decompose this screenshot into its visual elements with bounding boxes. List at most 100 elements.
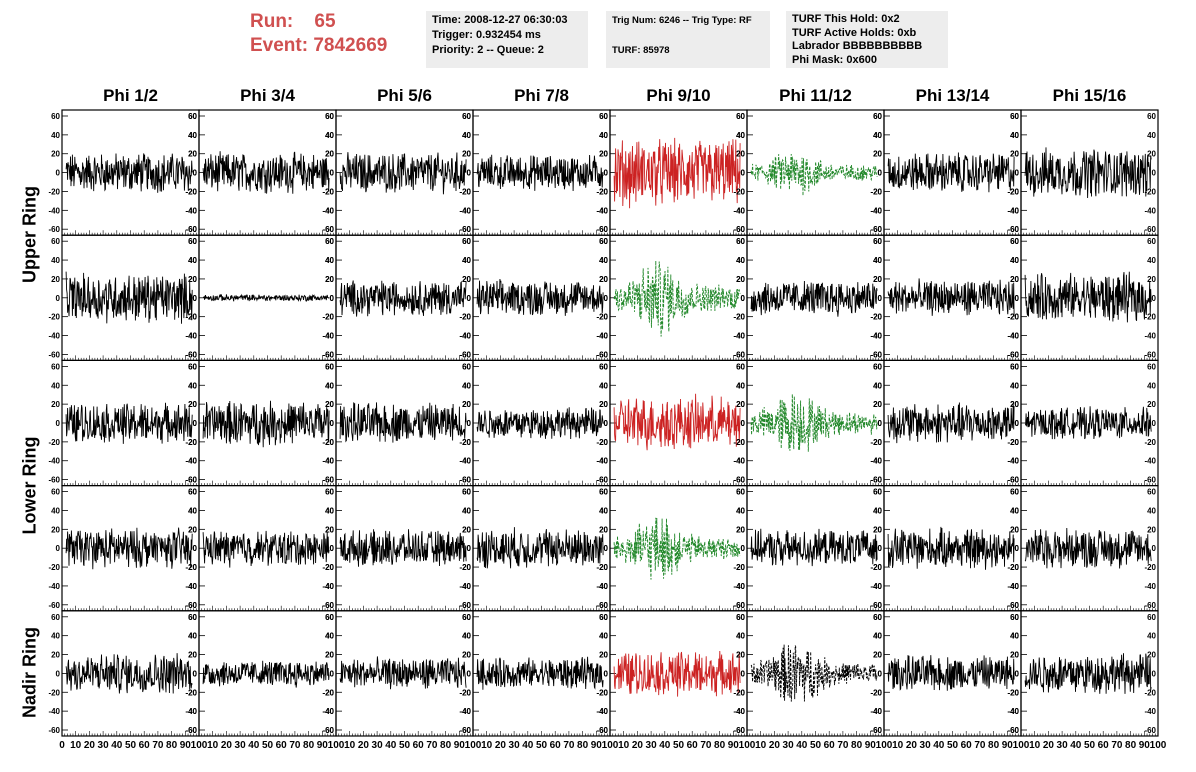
y-tick-label: 60 — [462, 362, 471, 371]
y-tick-label: 20 — [51, 275, 60, 284]
y-tick-label-right: 0 — [330, 419, 335, 428]
y-tick-label: -60 — [48, 601, 60, 610]
y-tick-label-right: 0 — [193, 294, 198, 303]
y-tick-label-right: 60 — [462, 488, 471, 497]
y-tick-label-right: 40 — [325, 381, 334, 390]
y-tick-label-right: 0 — [1015, 544, 1020, 553]
y-tick-label-right: -60 — [733, 350, 745, 359]
y-tick-label-right: -40 — [459, 707, 471, 716]
y-tick-label-right: 60 — [462, 237, 471, 246]
waveform-trace — [1025, 406, 1152, 440]
y-tick-label: 40 — [599, 381, 608, 390]
y-tick-label-right: 20 — [325, 275, 334, 284]
y-tick-label: 40 — [736, 256, 745, 265]
y-tick-label-right: 60 — [325, 362, 334, 371]
labrador-line: Labrador BBBBBBBBBB — [792, 40, 923, 52]
y-tick-label-right: 60 — [736, 488, 745, 497]
y-tick-label-right: -60 — [870, 476, 882, 485]
y-tick-label-right: 60 — [736, 613, 745, 622]
x-tick-label: 90 — [180, 740, 192, 751]
y-tick-label-right: 20 — [599, 275, 608, 284]
x-tick-label: 50 — [399, 740, 411, 751]
y-tick-label: 20 — [736, 525, 745, 534]
y-tick-label: -20 — [48, 438, 60, 447]
y-tick-label-right: -40 — [322, 206, 334, 215]
y-tick-label-right: 40 — [873, 256, 882, 265]
y-tick-label-right: 20 — [325, 525, 334, 534]
y-tick-label-right: 60 — [1147, 112, 1156, 121]
y-tick-label: 0 — [604, 669, 609, 678]
y-tick-label: 60 — [462, 488, 471, 497]
y-tick-label-right: -40 — [322, 582, 334, 591]
y-tick-label-right: -20 — [459, 438, 471, 447]
y-tick-label-right: -60 — [870, 225, 882, 234]
y-tick-label-right: 20 — [1010, 150, 1019, 159]
y-tick-label: -20 — [185, 313, 197, 322]
y-tick-label-right: -60 — [322, 601, 334, 610]
y-tick-label-right: -40 — [596, 457, 608, 466]
waveform-trace — [887, 278, 1015, 317]
y-tick-label: 0 — [604, 294, 609, 303]
x-tick-label: 50 — [947, 740, 959, 751]
y-tick-label: -20 — [870, 187, 882, 196]
y-tick-label: -60 — [733, 726, 745, 735]
y-tick-label: 40 — [325, 632, 334, 641]
turf-info-box: TURF This Hold: 0x2 TURF Active Holds: 0… — [786, 11, 948, 68]
y-tick-label-right: 60 — [599, 613, 608, 622]
y-tick-label-right: 20 — [462, 525, 471, 534]
y-tick-label-right: -60 — [1007, 350, 1019, 359]
y-tick-label: -40 — [733, 582, 745, 591]
y-tick-label-right: 40 — [188, 506, 197, 515]
y-tick-label-right: 60 — [599, 237, 608, 246]
y-tick-label: -20 — [596, 187, 608, 196]
y-tick-label-right: -20 — [185, 563, 197, 572]
y-tick-label: 20 — [462, 275, 471, 284]
y-tick-label-right: 20 — [188, 400, 197, 409]
y-tick-label-right: 0 — [467, 294, 472, 303]
y-tick-label-right: 0 — [1015, 169, 1020, 178]
x-tick-label: 10 — [207, 740, 219, 751]
waveform-trace — [887, 655, 1015, 691]
y-tick-label: -40 — [185, 206, 197, 215]
y-tick-label: 20 — [599, 275, 608, 284]
column-header: Phi 15/16 — [1052, 86, 1127, 105]
y-tick-label-right: 40 — [188, 381, 197, 390]
y-tick-label: 40 — [51, 131, 60, 140]
y-tick-label: 40 — [736, 632, 745, 641]
y-tick-label: 40 — [462, 131, 471, 140]
y-tick-label: -40 — [870, 332, 882, 341]
y-tick-label-right: 20 — [1010, 525, 1019, 534]
y-tick-label-right: 0 — [193, 419, 198, 428]
y-tick-label: 20 — [736, 275, 745, 284]
y-tick-label-right: 40 — [873, 131, 882, 140]
y-tick-label: 60 — [462, 613, 471, 622]
y-tick-label: 20 — [873, 525, 882, 534]
y-tick-label-right: 0 — [193, 669, 198, 678]
y-tick-label: -20 — [322, 438, 334, 447]
y-tick-label-right: 20 — [599, 150, 608, 159]
y-tick-label: 0 — [1015, 169, 1020, 178]
y-tick-label-right: 20 — [188, 150, 197, 159]
y-tick-label-right: 0 — [467, 544, 472, 553]
y-tick-label-right: 0 — [1015, 419, 1020, 428]
y-tick-label-right: -40 — [733, 332, 745, 341]
y-tick-label: 20 — [1010, 275, 1019, 284]
y-tick-label-right: 0 — [467, 669, 472, 678]
y-tick-label: 40 — [51, 381, 60, 390]
y-tick-label-right: 20 — [873, 400, 882, 409]
y-tick-label: -20 — [870, 438, 882, 447]
y-tick-label: 60 — [599, 237, 608, 246]
trigger-line: Trigger: 0.932454 ms — [432, 29, 541, 41]
x-tick-label: 60 — [961, 740, 973, 751]
x-tick-label: 80 — [440, 740, 452, 751]
y-tick-label: 20 — [325, 400, 334, 409]
x-tick-label: 60 — [276, 740, 288, 751]
y-tick-label: -60 — [459, 476, 471, 485]
y-tick-label: 0 — [467, 669, 472, 678]
y-tick-label-right: 60 — [462, 362, 471, 371]
column-header: Phi 5/6 — [377, 86, 432, 105]
y-tick-label-right: -40 — [1144, 707, 1156, 716]
y-tick-label-right: 40 — [462, 506, 471, 515]
x-tick-label: 100 — [739, 740, 756, 751]
y-tick-label-right: 20 — [873, 275, 882, 284]
